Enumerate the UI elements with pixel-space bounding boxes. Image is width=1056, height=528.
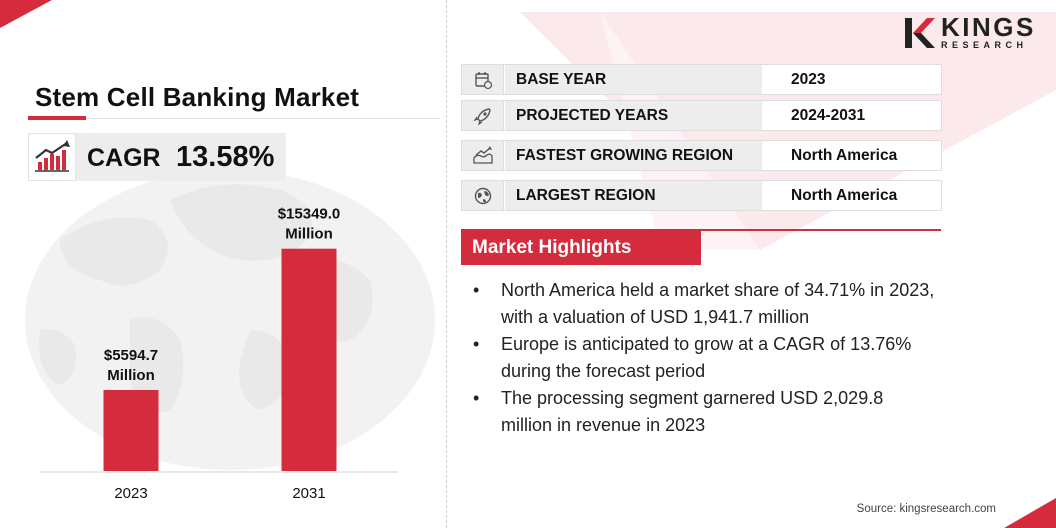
title-underline [28, 118, 440, 119]
info-row-fastest-growing-region: FASTEST GROWING REGION North America [461, 140, 942, 171]
title-underline-accent [28, 116, 86, 120]
info-row-largest-region: LARGEST REGION North America [461, 180, 942, 211]
bar-2031 [281, 248, 337, 471]
corner-decoration-top-left [0, 0, 52, 28]
highlight-line: during the forecast period [501, 361, 706, 381]
highlight-line: Europe is anticipated to grow at a CAGR … [501, 334, 912, 354]
info-label: PROJECTED YEARS [505, 101, 762, 130]
highlights-list: North America held a market share of 34.… [468, 277, 1028, 439]
highlight-item: North America held a market share of 34.… [468, 277, 1008, 331]
bar-chart: $5594.7 Million 2023 $15349.0 Million 2031 [40, 206, 398, 502]
data-label: $15349.0 [278, 206, 341, 223]
highlight-item: The processing segment garnered USD 2,02… [468, 385, 1008, 439]
info-label: BASE YEAR [505, 65, 762, 94]
x-tick-label: 2031 [292, 485, 325, 502]
info-value: North America [791, 187, 898, 204]
highlights-title: Market Highlights [461, 231, 701, 265]
x-tick-label: 2023 [114, 485, 147, 502]
brand-tagline: RESEARCH [941, 40, 1028, 50]
info-value: North America [791, 147, 898, 164]
info-row-base-year: BASE YEAR 2023 [461, 64, 942, 95]
info-row-projected-years: PROJECTED YEARS 2024-2031 [461, 100, 942, 131]
panel-divider [446, 0, 447, 528]
trend-chart-icon [28, 133, 76, 181]
info-label: FASTEST GROWING REGION [505, 141, 762, 170]
highlight-line: The processing segment garnered USD 2,02… [501, 388, 884, 408]
data-label: Million [107, 367, 155, 384]
brand-name: KINGS [941, 12, 1036, 42]
highlight-line: with a valuation of USD 1,941.7 million [501, 307, 810, 327]
highlights-rule [461, 229, 941, 231]
info-value: 2024-2031 [791, 107, 866, 124]
info-label: LARGEST REGION [505, 181, 762, 210]
growth-map-icon [462, 141, 504, 170]
rocket-icon [462, 101, 504, 130]
brand-logo [903, 14, 1033, 54]
info-value: 2023 [791, 71, 826, 88]
cagr-label: CAGR [87, 144, 161, 172]
data-label: Million [285, 226, 333, 243]
cagr-value: 13.58% [176, 141, 275, 173]
highlight-line: million in revenue in 2023 [501, 415, 706, 435]
globe-icon [462, 181, 504, 210]
page-title: Stem Cell Banking Market [35, 82, 360, 112]
bar-2023 [103, 389, 159, 471]
corner-decoration-bottom-right [1004, 498, 1056, 528]
source-note: Source: kingsresearch.com [856, 503, 996, 515]
calendar-icon [462, 65, 504, 94]
highlight-line: North America held a market share of 34.… [501, 280, 935, 300]
highlight-item: Europe is anticipated to grow at a CAGR … [468, 331, 1008, 385]
data-label: $5594.7 [104, 347, 158, 364]
